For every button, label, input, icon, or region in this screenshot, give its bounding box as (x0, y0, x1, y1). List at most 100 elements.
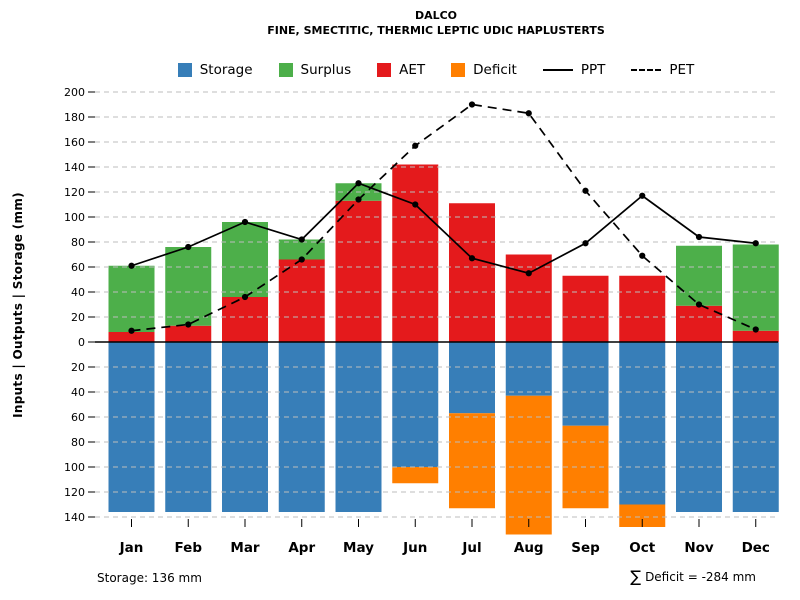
x-tick-label-aug: Aug (514, 540, 544, 556)
y-tick-label: 40 (71, 286, 85, 299)
legend-item-deficit: Deficit (451, 62, 517, 78)
x-tick-label-apr: Apr (288, 540, 315, 556)
surplus-bar-feb (165, 247, 212, 326)
y-tick-label: 160 (64, 136, 85, 149)
legend-item-aet: AET (377, 62, 425, 78)
pet-swatch-icon (631, 69, 662, 71)
bars-layer (108, 164, 779, 535)
y-tick-label: 20 (71, 361, 85, 374)
surplus-swatch-icon (278, 63, 293, 77)
ppt-line (131, 182, 756, 275)
x-tick-label-oct: Oct (629, 540, 655, 556)
ppt-point-oct (639, 192, 646, 199)
aet-bar-oct (619, 275, 666, 342)
deficit-note-text: Deficit = -284 mm (645, 570, 756, 584)
surplus-bar-mar (222, 222, 268, 297)
legend: Storage Surplus AET Deficit PPT PET (72, 62, 800, 78)
deficit-swatch-icon (451, 63, 466, 77)
y-axis: 0 20 40 60 80 100 120 140 160 180 200 20 40 60 80 100 12… (64, 86, 95, 524)
surplus-bar-apr (278, 239, 325, 260)
y-tick-label: 120 (64, 486, 85, 499)
y-tick-label: 80 (71, 436, 85, 449)
storage-bar-sep (562, 342, 609, 426)
storage-bar-jan (108, 342, 155, 512)
storage-bar-may (335, 342, 382, 512)
x-tick-label-nov: Nov (684, 540, 714, 556)
y-tick-label: 0 (78, 336, 85, 349)
y-tick-label: 20 (71, 311, 85, 324)
y-tick-label: 200 (64, 86, 85, 99)
ppt-point-dec (752, 240, 759, 247)
y-tick-label: 60 (71, 261, 85, 274)
legend-label-ppt: PPT (580, 62, 606, 78)
pet-point-dec (752, 326, 759, 333)
ppt-points (128, 180, 759, 277)
storage-bar-nov (676, 342, 722, 512)
y-tick-label: 180 (64, 111, 85, 124)
y-tick-label: 140 (64, 511, 85, 524)
x-tick-label-feb: Feb (175, 540, 203, 556)
y-tick-label: 140 (64, 161, 85, 174)
x-axis: Jan Feb Mar Apr May Jun Jul Aug Sep Oct Nov Dec (119, 519, 770, 556)
sigma-icon: ∑ (630, 567, 642, 586)
pet-point-jun (412, 142, 419, 149)
pet-point-nov (695, 301, 703, 308)
x-tick-label-sep: Sep (571, 540, 600, 556)
legend-item-ppt: PPT (542, 62, 606, 78)
aet-bar-apr (278, 259, 325, 342)
pet-point-mar (241, 293, 249, 301)
ppt-point-mar (241, 218, 249, 226)
gridlines (95, 91, 778, 518)
deficit-bar-jul (449, 413, 495, 509)
x-tick-label-jun: Jun (402, 540, 427, 556)
x-tick-label-mar: Mar (230, 540, 260, 556)
aet-bar-feb (165, 325, 212, 342)
storage-bar-jul (449, 342, 495, 414)
pet-point-oct (639, 252, 646, 259)
x-tick-label-jul: Jul (461, 540, 481, 556)
legend-label-storage: Storage (199, 62, 253, 78)
aet-bar-mar (222, 297, 268, 342)
y-tick-label: 100 (64, 461, 85, 474)
aet-bar-may (335, 200, 382, 342)
y-tick-label: 120 (64, 186, 85, 199)
deficit-bar-aug (505, 395, 552, 535)
storage-bar-aug (505, 342, 552, 396)
legend-item-surplus: Surplus (278, 62, 352, 78)
deficit-bar-jun (392, 467, 439, 484)
storage-bar-mar (222, 342, 268, 512)
aet-bar-jan (108, 332, 155, 342)
storage-bar-feb (165, 342, 212, 512)
ppt-point-aug (525, 270, 532, 277)
x-tick-label-jan: Jan (119, 540, 144, 556)
storage-note: Storage: 136 mm (97, 571, 202, 585)
legend-item-storage: Storage (177, 62, 253, 78)
x-tick-label-dec: Dec (742, 540, 770, 556)
pet-point-sep (582, 187, 589, 194)
chart-subtitle: FINE, SMECTITIC, THERMIC LEPTIC UDIC HAP… (267, 24, 605, 37)
surplus-bar-jan (108, 265, 155, 332)
ppt-point-nov (695, 233, 703, 241)
aet-bar-jun (392, 164, 439, 342)
ppt-point-jun (412, 201, 419, 208)
legend-label-pet: PET (669, 62, 695, 78)
storage-swatch-icon (177, 63, 192, 77)
ppt-swatch-icon (542, 69, 573, 71)
aet-bar-dec (732, 330, 779, 342)
ppt-point-apr (298, 236, 305, 243)
y-tick-label: 100 (64, 211, 85, 224)
legend-label-aet: AET (399, 62, 426, 78)
y-tick-label: 60 (71, 411, 85, 424)
storage-bar-apr (278, 342, 325, 512)
aet-swatch-icon (377, 63, 392, 77)
ppt-point-sep (582, 240, 589, 247)
surplus-bar-nov (676, 245, 722, 306)
aet-bar-sep (562, 275, 609, 342)
ppt-point-may (355, 180, 362, 187)
pet-points (128, 101, 759, 334)
y-tick-label: 40 (71, 386, 85, 399)
legend-label-surplus: Surplus (300, 62, 352, 78)
pet-point-feb (185, 321, 192, 328)
